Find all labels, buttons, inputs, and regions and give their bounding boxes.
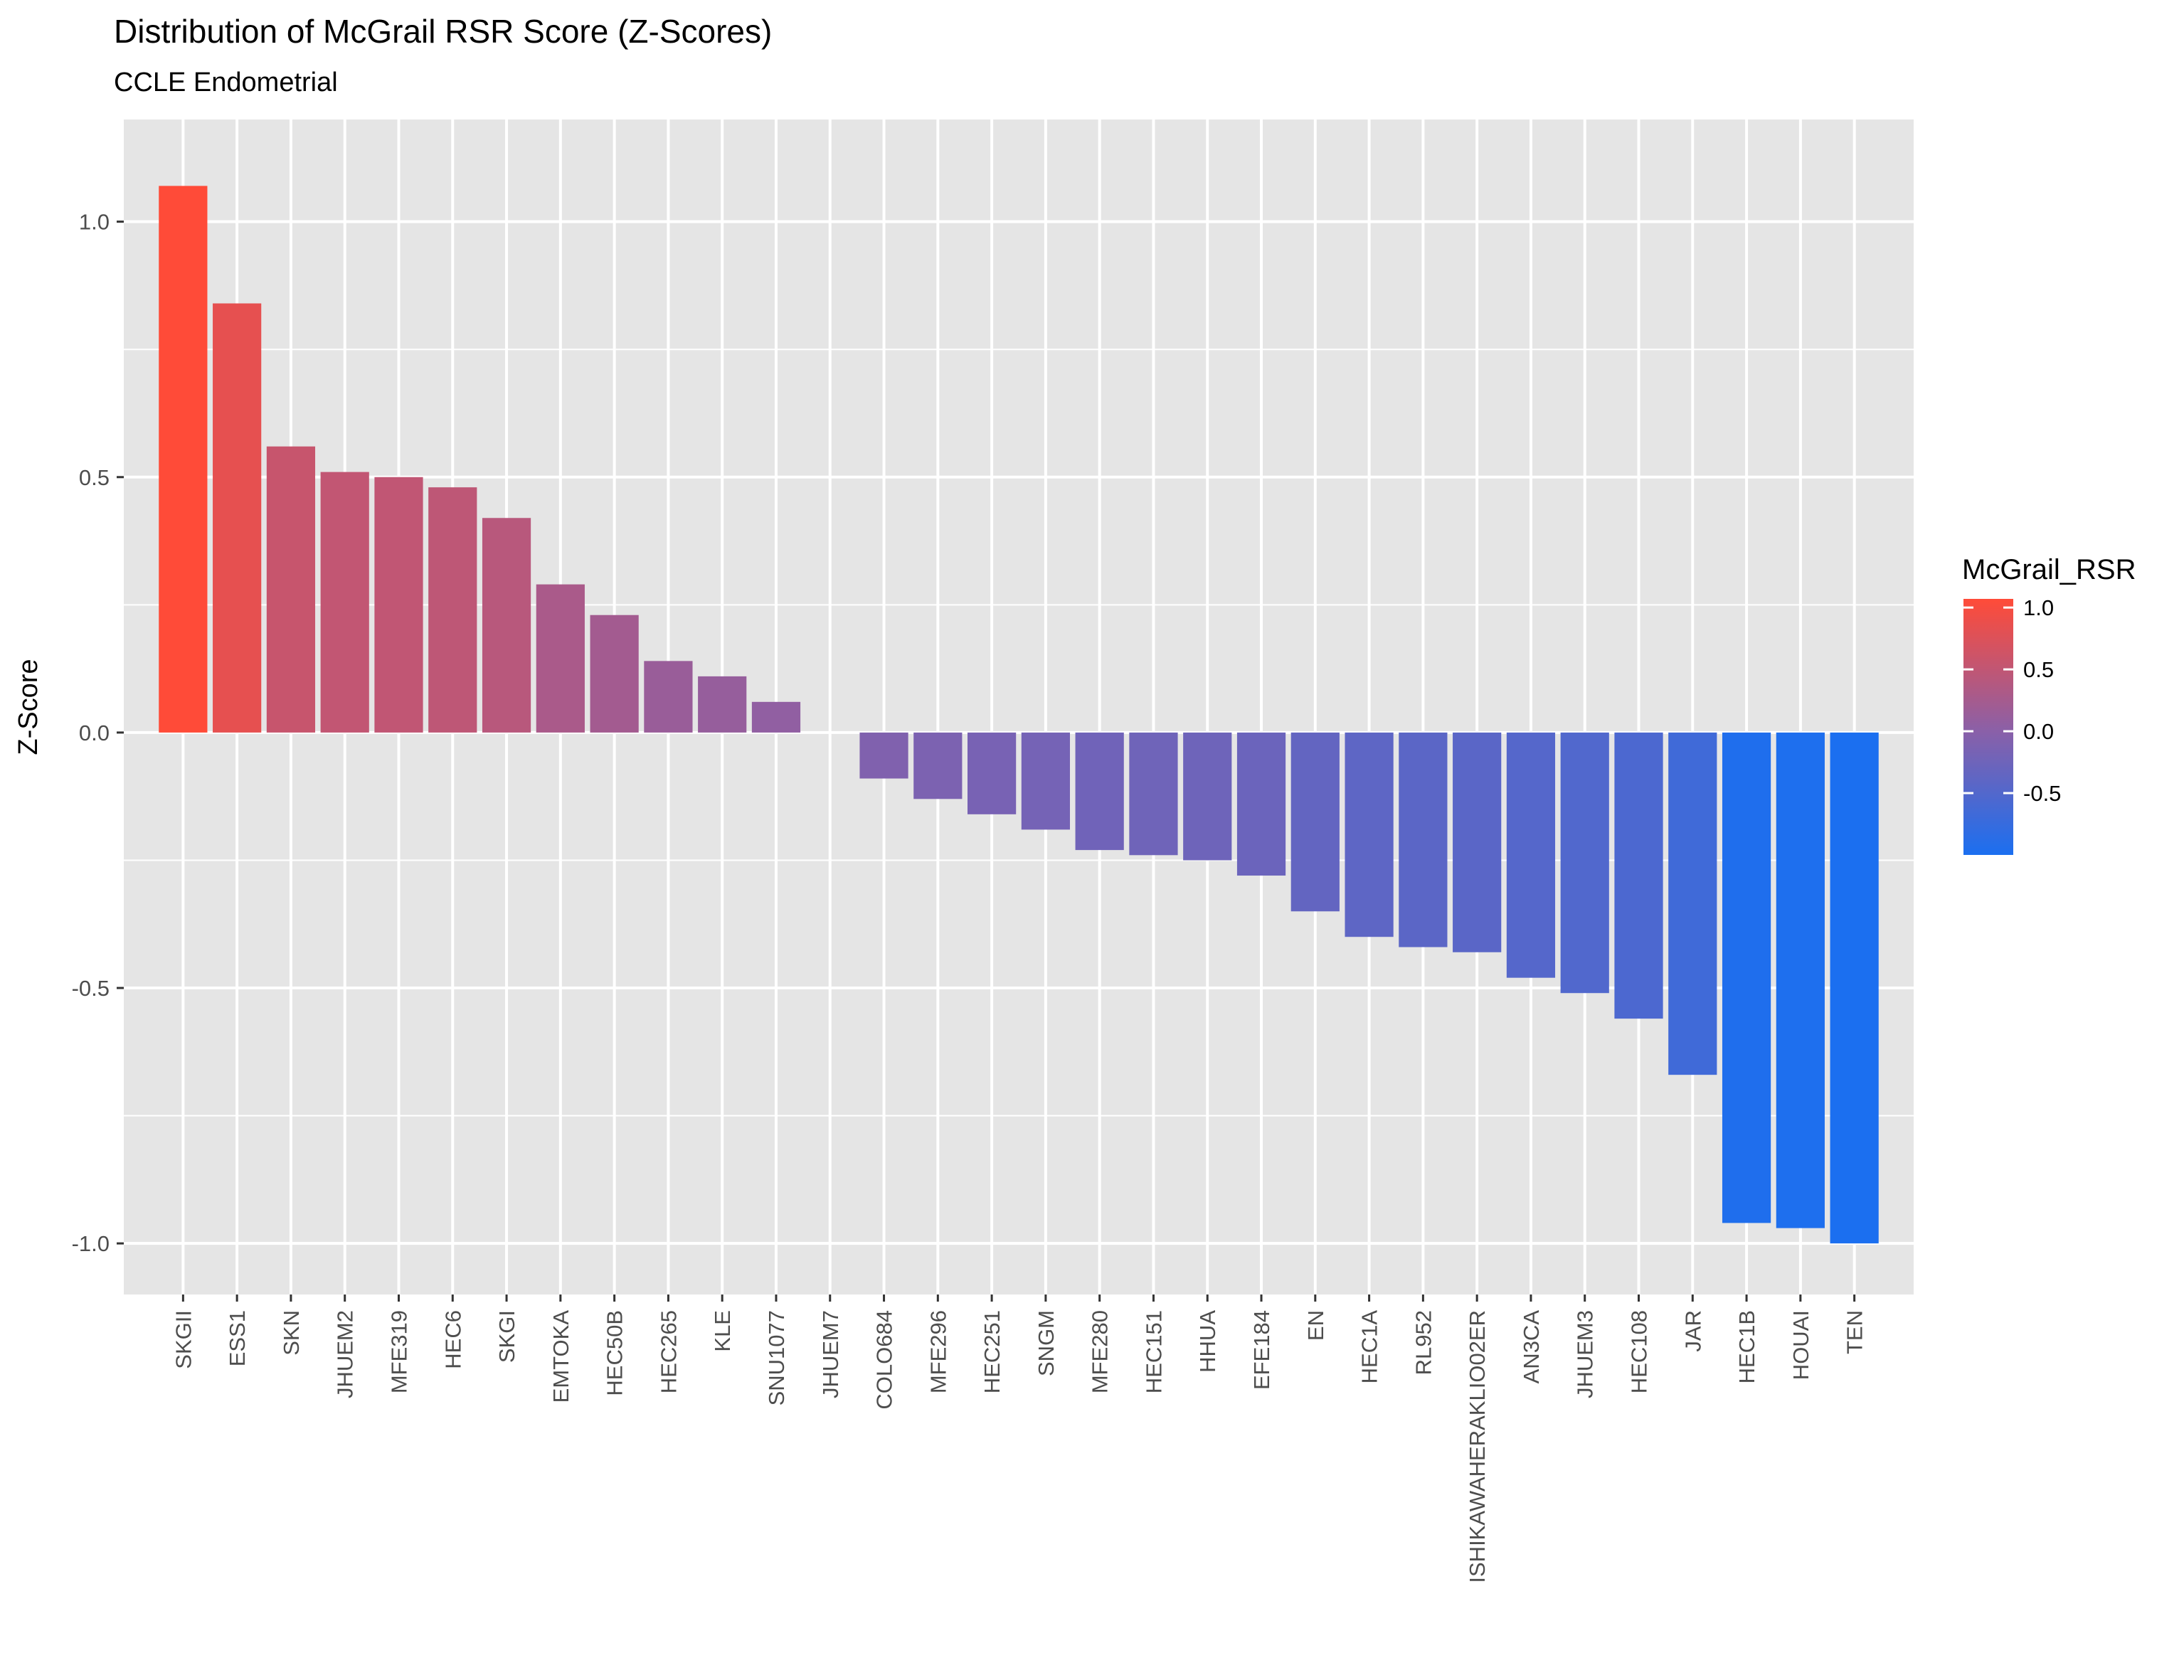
bar-hec50b [590, 615, 639, 733]
y-axis-label: Z-Score [14, 659, 43, 755]
bar-en [1290, 732, 1340, 912]
bar-skn [266, 446, 316, 733]
x-tick-label: JHUEM7 [818, 1310, 843, 1398]
y-tick-label: 0.0 [79, 721, 110, 745]
bar-colo684 [859, 732, 908, 779]
x-tick-label: SKGI [494, 1310, 519, 1363]
legend-colorbar [1963, 599, 2013, 855]
bars [159, 186, 1879, 1244]
bar-jhuem2 [320, 472, 369, 733]
x-tick-label: JHUEM2 [333, 1310, 358, 1398]
legend-title: McGrail_RSR [1962, 554, 2136, 585]
x-tick-label: SKN [279, 1310, 304, 1356]
x-tick-label: MFE319 [386, 1310, 411, 1393]
x-tick-label: KLE [710, 1310, 735, 1352]
x-tick-label: COLO684 [872, 1310, 897, 1410]
x-tick-label: JAR [1680, 1310, 1705, 1352]
x-tick-label: RL952 [1411, 1310, 1436, 1375]
bar-emtoka [536, 584, 585, 733]
x-tick-label: EFE184 [1249, 1310, 1274, 1390]
bar-ten [1830, 732, 1879, 1244]
x-tick-label: HEC265 [656, 1310, 681, 1393]
x-tick-label: HOUAI [1788, 1310, 1813, 1380]
bar-houai [1776, 732, 1825, 1228]
y-tick-label: 1.0 [79, 210, 110, 235]
bar-hec265 [644, 661, 693, 733]
legend-tick-label: 1.0 [2023, 595, 2054, 620]
chart-title: Distribution of McGrail RSR Score (Z-Sco… [114, 13, 772, 50]
x-tick-label: SNU1077 [764, 1310, 789, 1405]
x-tick-label: ISHIKAWAHERAKLIO02ER [1465, 1310, 1490, 1583]
x-axis: SKGII ESS1 SKN JHUEM2 MFE319 HEC6 SKGI EMTOKA HE… [171, 1294, 1867, 1583]
bar-hec1a [1345, 732, 1394, 937]
bar-hec108 [1614, 732, 1663, 1019]
bar-skgii [159, 186, 208, 733]
bar-ess1 [213, 303, 262, 733]
bar-hhua [1183, 732, 1232, 861]
bar-an3ca [1506, 732, 1556, 978]
bar-kle [698, 676, 747, 733]
bar-ishikawaheraklio02er [1453, 732, 1502, 952]
y-axis: -1.0 -0.5 0.0 0.5 1.0 [72, 210, 124, 1256]
x-tick-label: TEN [1843, 1310, 1867, 1354]
x-tick-label: SKGII [171, 1310, 196, 1369]
bar-jar [1668, 732, 1717, 1075]
x-tick-label: JHUEM3 [1573, 1310, 1598, 1398]
bar-mfe280 [1075, 732, 1124, 851]
bar-sngm [1021, 732, 1070, 830]
x-tick-label: HEC50B [603, 1310, 627, 1396]
x-tick-label: SNGM [1034, 1310, 1059, 1376]
bar-snu1077 [751, 701, 801, 733]
x-tick-label: MFE296 [926, 1310, 950, 1393]
y-tick-label: 0.5 [79, 465, 110, 490]
chart-subtitle: CCLE Endometrial [114, 68, 338, 97]
bar-skgi [482, 518, 531, 733]
legend: McGrail_RSR 1.0 0.5 0.0 -0.5 [1962, 554, 2136, 855]
bar-hec1b [1722, 732, 1771, 1223]
x-tick-label: ESS1 [225, 1310, 250, 1366]
x-tick-label: HEC251 [980, 1310, 1004, 1393]
bar-rl952 [1399, 732, 1448, 947]
y-tick-label: -1.0 [72, 1231, 110, 1256]
legend-tick-label: -0.5 [2023, 781, 2061, 806]
bar-hec6 [428, 487, 477, 733]
bar-mfe319 [374, 477, 423, 733]
x-tick-label: HEC108 [1627, 1310, 1652, 1393]
bar-hec251 [968, 732, 1017, 814]
bar-jhuem3 [1560, 732, 1609, 994]
x-tick-label: MFE280 [1088, 1310, 1113, 1393]
x-tick-label: HEC1B [1734, 1310, 1759, 1383]
bar-mfe296 [913, 732, 963, 799]
x-tick-label: HEC151 [1141, 1310, 1166, 1393]
legend-tick-label: 0.0 [2023, 719, 2054, 744]
x-tick-label: EMTOKA [548, 1310, 573, 1403]
x-tick-label: HEC1A [1357, 1310, 1382, 1384]
x-tick-label: HEC6 [440, 1310, 465, 1369]
legend-tick-label: 0.5 [2023, 657, 2054, 682]
bar-hec151 [1129, 732, 1178, 856]
legend-ticks: 1.0 0.5 0.0 -0.5 [1963, 595, 2061, 806]
x-tick-label: HHUA [1195, 1310, 1220, 1373]
x-tick-label: AN3CA [1519, 1310, 1544, 1384]
y-tick-label: -0.5 [72, 976, 110, 1001]
bar-efe184 [1236, 732, 1286, 876]
x-tick-label: EN [1303, 1310, 1328, 1341]
